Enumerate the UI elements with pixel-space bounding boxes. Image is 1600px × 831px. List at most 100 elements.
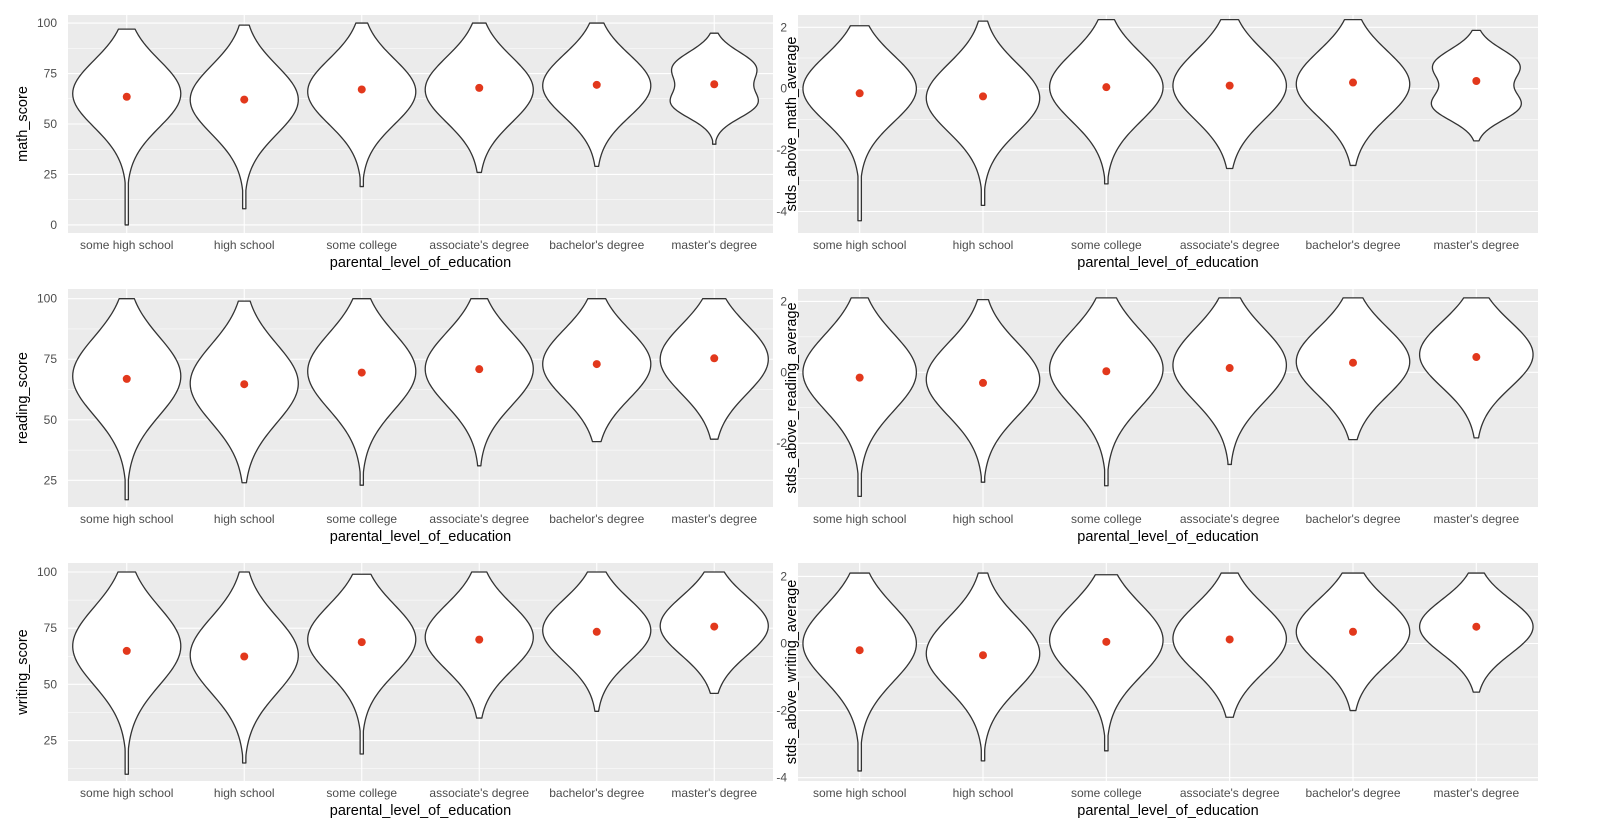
x-axis-title: parental_level_of_education (1077, 803, 1258, 819)
y-tick-label: 0 (780, 365, 787, 379)
mean-point (979, 92, 987, 101)
violin-high-school (189, 24, 299, 210)
mean-point (1472, 77, 1481, 86)
violin-high-school (189, 571, 299, 764)
violin-master-s-degree (669, 32, 759, 145)
mean-point (240, 652, 249, 661)
x-tick-label: high school (953, 786, 1014, 800)
y-tick-labels: -4 -2 0 2 (776, 569, 787, 784)
mean-point (240, 95, 249, 104)
violin-bachelor-s-degree (542, 22, 652, 168)
x-tick-label: bachelor's degree (549, 238, 644, 252)
x-tick-label: master's degree (671, 238, 757, 252)
x-tick-labels: some high school high school some colleg… (80, 786, 757, 800)
y-axis-title: reading_score (15, 352, 31, 444)
mean-point (1225, 364, 1234, 373)
mean-points (122, 354, 719, 389)
x-tick-label: associate's degree (1180, 786, 1280, 800)
x-axis-title: parental_level_of_education (1077, 529, 1258, 545)
mean-point (475, 365, 484, 374)
y-tick-label: 2 (780, 294, 787, 308)
mean-points (855, 353, 1481, 387)
x-tick-label: bachelor's degree (1305, 786, 1400, 800)
mean-point (855, 89, 864, 98)
x-tick-label: associate's degree (429, 786, 529, 800)
mean-point (357, 368, 366, 377)
x-tick-label: some college (1071, 512, 1142, 526)
y-tick-label: 50 (44, 677, 58, 691)
mean-point (122, 92, 131, 101)
mean-point (1349, 627, 1357, 636)
mean-point (592, 80, 601, 89)
violin-some-high-school (802, 572, 918, 772)
mean-point (1102, 83, 1111, 92)
mean-point (1349, 358, 1357, 367)
y-tick-label: 2 (780, 20, 787, 34)
violin-master-s-degree (1418, 572, 1534, 693)
violin-high-school (925, 298, 1041, 483)
x-tick-label: bachelor's degree (1305, 512, 1400, 526)
x-tick-label: associate's degree (429, 512, 529, 526)
violin-associate-s-degree (424, 298, 534, 467)
x-tick-label: some high school (80, 238, 173, 252)
mean-point (122, 646, 131, 655)
x-tick-labels: some high school high school some colleg… (813, 512, 1520, 526)
violin-some-college (1048, 297, 1164, 487)
panel-reading-score: 25 50 75 100 some high school high school s… (15, 289, 773, 545)
y-axis-title: stds_above_writing_average (784, 580, 800, 765)
violin-associate-s-degree (424, 571, 534, 719)
x-tick-label: high school (953, 512, 1014, 526)
violin-some-college (307, 298, 417, 486)
violin-high-school (925, 572, 1041, 762)
x-tick-label: some high school (813, 786, 906, 800)
violin-some-high-school (72, 28, 182, 226)
x-tick-label: some college (326, 238, 397, 252)
x-tick-labels: some high school high school some colleg… (80, 512, 757, 526)
y-tick-label: 25 (44, 473, 58, 487)
violin-bachelor-s-degree (542, 298, 652, 443)
violins (72, 298, 769, 501)
violin-some-high-school (72, 298, 182, 501)
y-tick-label: 100 (37, 16, 57, 30)
violin-some-high-school (802, 25, 918, 222)
violin-master-s-degree (1418, 297, 1534, 439)
violin-high-school (925, 20, 1041, 207)
mean-point (710, 622, 719, 631)
y-tick-labels: 0 25 50 75 100 (37, 16, 57, 232)
y-tick-label: -4 (776, 771, 787, 785)
mean-point (357, 638, 366, 647)
violin-some-college (307, 22, 417, 188)
mean-point (592, 627, 601, 636)
mean-point (1349, 78, 1357, 87)
mean-point (357, 85, 366, 94)
y-axis-title: stds_above_reading_average (784, 302, 800, 493)
y-tick-labels: 25 50 75 100 (37, 292, 57, 488)
x-tick-labels: some high school high school some colleg… (813, 786, 1520, 800)
y-tick-label: 25 (44, 167, 58, 181)
violin-bachelor-s-degree (1295, 572, 1411, 712)
x-axis-title: parental_level_of_education (1077, 255, 1258, 271)
y-tick-label: 2 (780, 569, 787, 583)
violin-high-school (189, 300, 299, 484)
plot-background (68, 289, 773, 507)
mean-points (855, 622, 1481, 660)
x-tick-label: high school (953, 238, 1014, 252)
panel-math-score: 0 25 50 75 100 some high school high school … (15, 15, 773, 271)
y-tick-label: 100 (37, 292, 57, 306)
x-tick-label: associate's degree (429, 238, 529, 252)
x-tick-label: high school (214, 512, 275, 526)
x-tick-label: master's degree (671, 786, 757, 800)
y-tick-label: -2 (776, 704, 787, 718)
mean-point (710, 354, 719, 363)
x-tick-label: high school (214, 238, 275, 252)
y-tick-label: -4 (776, 205, 787, 219)
x-tick-label: master's degree (671, 512, 757, 526)
y-tick-label: 25 (44, 734, 58, 748)
violins (72, 571, 769, 775)
y-tick-label: 0 (780, 636, 787, 650)
y-tick-labels: -2 0 2 (776, 294, 787, 450)
x-tick-label: some high school (80, 512, 173, 526)
panel-stds-above-math-average: -4 -2 0 2 some high school high school some… (776, 15, 1538, 271)
mean-point (1225, 81, 1234, 90)
